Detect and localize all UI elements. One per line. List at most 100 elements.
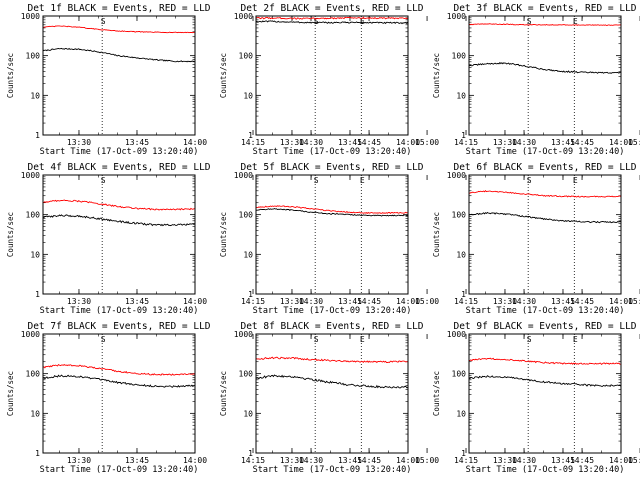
x-tick-label: 14:15 [454,297,478,306]
y-axis-label: Counts/sec [6,371,15,416]
x-tick-label: 13:45 [338,138,362,147]
y-tick-label: 100 [239,52,254,61]
x-tick-label: 14:30 [299,138,323,147]
plot-frame [255,174,409,295]
y-axis-label: Counts/sec [219,53,228,98]
y-tick-label: 1000 [21,171,40,180]
x-tick-label: 14:30 [512,138,536,147]
marker-label: E [573,176,578,185]
panel-title: Det 1f BLACK = Events, RED = LLD [27,3,210,14]
y-tick-label: 1000 [447,12,466,21]
x-tick-label: 13:30 [493,138,517,147]
x-tick-label: 14:45 [570,456,594,465]
y-tick-label: 1000 [447,330,466,339]
y-tick-label: 100 [26,370,41,379]
x-axis-label: Start Time (17-Oct-09 13:20:40) [40,465,199,475]
y-tick-label: 1000 [234,330,253,339]
x-tick-label: 15:00 [628,297,640,306]
series-line-events [469,375,621,388]
x-tick-label: 15:00 [415,138,439,147]
x-axis-label: Start Time (17-Oct-09 13:20:40) [466,306,625,316]
series-line-lld [256,356,408,364]
series-line-events [469,211,621,224]
panel-title: Det 4f BLACK = Events, RED = LLD [27,162,210,173]
x-tick-label: 14:45 [357,138,381,147]
x-tick-label: 14:30 [512,456,536,465]
panel-det-1: Det 1f BLACK = Events, RED = LLD Counts/s… [6,3,439,157]
x-tick-label: 13:30 [493,456,517,465]
panel-title: Det 9f BLACK = Events, RED = LLD [453,321,636,332]
x-tick-label: 13:45 [551,456,575,465]
marker-label: S [527,335,532,344]
y-tick-label: 1000 [234,12,253,21]
x-axis-label: Start Time (17-Oct-09 13:20:40) [40,147,199,157]
x-tick-label: 14:00 [183,138,207,147]
y-tick-label: 10 [456,91,466,100]
marker-label: E [573,335,578,344]
x-tick-label: 13:30 [67,456,91,465]
x-tick-label: 13:30 [67,138,91,147]
marker-label: S [101,176,106,185]
x-tick-label: 14:00 [183,456,207,465]
x-tick-label: 13:30 [280,297,304,306]
series-line-events [469,61,621,74]
x-tick-label: 13:30 [280,138,304,147]
panel-title: Det 3f BLACK = Events, RED = LLD [453,3,636,14]
series-line-events [256,207,408,217]
y-axis-label: Counts/sec [432,371,441,416]
x-tick-label: 13:45 [551,297,575,306]
x-tick-label: 14:30 [299,456,323,465]
y-tick-label: 1000 [21,330,40,339]
series-line-lld [469,23,621,26]
x-axis-label: Start Time (17-Oct-09 13:20:40) [40,306,199,316]
y-axis-label: Counts/sec [432,53,441,98]
panel-det-2: Det 2f BLACK = Events, RED = LLD Counts/s… [219,3,640,157]
series-line-lld [256,16,408,20]
y-tick-label: 1 [35,131,40,140]
panel-title: Det 6f BLACK = Events, RED = LLD [453,162,636,173]
y-tick-label: 1 [461,290,466,299]
x-tick-label: 13:45 [125,456,149,465]
y-tick-label: 10 [30,250,40,259]
series-line-events [256,20,408,25]
panel-title: Det 7f BLACK = Events, RED = LLD [27,321,210,332]
y-axis-label: Counts/sec [6,53,15,98]
x-axis-label: Start Time (17-Oct-09 13:20:40) [253,306,412,316]
plot-frame [255,15,409,136]
y-axis-label: Counts/sec [219,212,228,257]
x-tick-label: 13:45 [338,297,362,306]
x-tick-label: 13:45 [551,138,575,147]
x-tick-label: 13:45 [125,138,149,147]
x-axis-label: Start Time (17-Oct-09 13:20:40) [466,465,625,475]
x-tick-label: 14:45 [357,297,381,306]
plot-frame [42,174,196,295]
x-tick-label: 15:00 [415,456,439,465]
marker-label: S [527,17,532,26]
x-tick-label: 14:15 [241,456,265,465]
y-tick-label: 10 [243,250,253,259]
plot-frame [42,15,196,136]
y-tick-label: 10 [30,409,40,418]
y-tick-label: 100 [452,211,467,220]
y-tick-label: 100 [239,370,254,379]
panel-det-3: Det 3f BLACK = Events, RED = LLD Counts/s… [432,3,637,157]
x-tick-label: 13:45 [338,456,362,465]
x-tick-label: 14:15 [241,138,265,147]
x-tick-label: 14:00 [609,297,633,306]
plot-frame [255,333,409,454]
x-tick-label: 14:00 [183,297,207,306]
y-tick-label: 10 [243,91,253,100]
marker-label: S [101,335,106,344]
x-tick-label: 14:00 [396,456,420,465]
y-tick-label: 1 [35,290,40,299]
x-tick-label: 14:45 [357,456,381,465]
x-axis-label: Start Time (17-Oct-09 13:20:40) [253,465,412,475]
y-tick-label: 100 [239,211,254,220]
y-tick-label: 1 [248,131,253,140]
x-tick-label: 14:00 [396,138,420,147]
panel-det-6: Det 6f BLACK = Events, RED = LLD Counts/s… [432,162,637,316]
y-tick-label: 10 [456,250,466,259]
panel-title: Det 5f BLACK = Events, RED = LLD [240,162,423,173]
